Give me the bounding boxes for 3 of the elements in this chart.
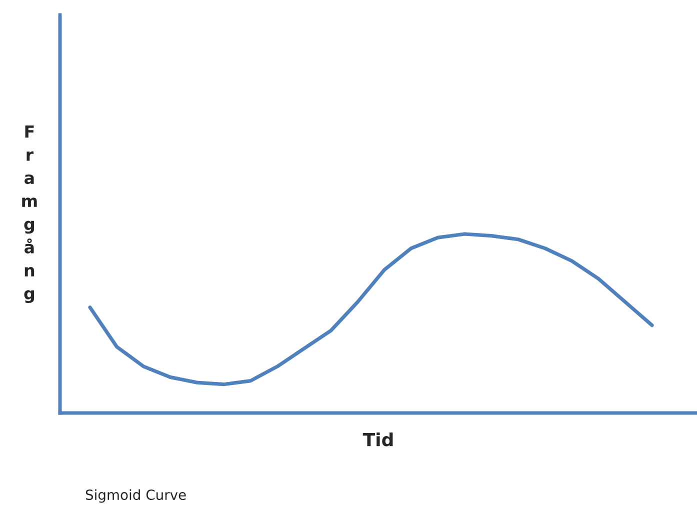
text: Sigmoid Curve [86,489,186,503]
y-axis-title: Framgång [22,125,37,304]
x-axis-title: Tid [362,432,393,446]
